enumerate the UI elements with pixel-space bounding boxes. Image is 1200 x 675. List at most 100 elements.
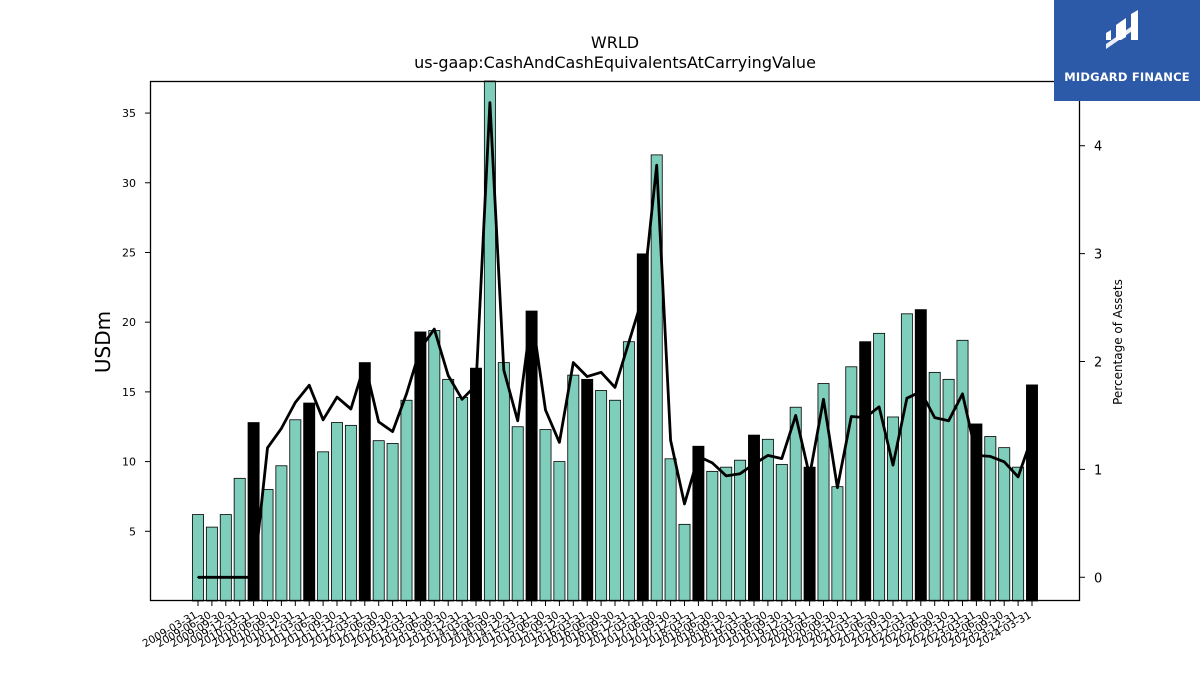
bar: [233, 477, 246, 602]
y2-tick-label: 4: [1094, 140, 1102, 155]
line-point: [836, 486, 839, 489]
bar: [539, 429, 552, 602]
bar: [219, 514, 232, 602]
y-axis-label: USDm: [91, 311, 115, 373]
bar: [1012, 466, 1025, 602]
line-point: [516, 419, 519, 422]
line-point: [211, 576, 213, 579]
bar: [553, 461, 566, 602]
line-point: [294, 401, 297, 404]
bar: [428, 330, 441, 602]
bar: [609, 399, 621, 602]
line-point: [433, 328, 436, 331]
bar: [470, 367, 482, 602]
bar: [456, 397, 469, 602]
bar: [442, 378, 455, 602]
line-point: [989, 455, 992, 458]
line-point: [377, 421, 380, 423]
line-point: [794, 414, 797, 417]
line-point: [822, 398, 825, 401]
y2-tick-label: 2: [1094, 355, 1102, 370]
y-ticks: 5 10 15 20 25 30 35: [122, 107, 150, 538]
line-point: [683, 503, 686, 505]
bar: [511, 426, 524, 602]
line-point: [711, 462, 714, 464]
line-point: [655, 164, 658, 167]
y2-tick-label: 3: [1094, 248, 1102, 263]
bar: [803, 466, 816, 602]
line-point: [544, 409, 547, 411]
y-tick-label: 10: [122, 456, 136, 469]
line-point: [419, 347, 422, 350]
line-point: [238, 576, 241, 579]
line-point: [322, 418, 324, 421]
line-point: [739, 472, 741, 475]
y2-tick-label: 1: [1094, 463, 1102, 478]
line-point: [600, 371, 602, 374]
line-point: [947, 419, 950, 422]
line-point: [780, 457, 783, 460]
line-group: [197, 101, 1034, 579]
bar: [567, 374, 580, 602]
y2-ticks: 0 1 2 3 4: [1080, 140, 1102, 586]
line-point: [586, 375, 589, 378]
chart-title: WRLD: [591, 33, 639, 52]
line-point: [530, 313, 533, 315]
bar: [372, 440, 385, 602]
line-point: [933, 416, 936, 419]
line-point: [447, 374, 450, 377]
line-point: [906, 397, 908, 400]
y-tick-label: 20: [122, 316, 136, 329]
chart-subtitle: us-gaap:CashAndCashEquivalentsAtCarrying…: [414, 53, 816, 72]
line-point: [961, 392, 964, 395]
bar: [497, 362, 510, 602]
line-point: [808, 474, 811, 477]
line-point: [350, 408, 352, 410]
bar: [386, 443, 399, 602]
brand-name: MIDGARD FINANCE: [1064, 70, 1190, 84]
plot-frame: [149, 80, 1081, 602]
bar: [317, 451, 330, 602]
bar: [331, 422, 343, 602]
bar: [775, 463, 788, 602]
bar: [831, 486, 844, 602]
bar: [192, 514, 204, 602]
line-point: [461, 398, 463, 401]
line-point: [697, 455, 700, 458]
y2-tick-label: 0: [1094, 571, 1102, 586]
line-point: [850, 415, 853, 418]
line-point: [864, 416, 867, 419]
bar: [873, 332, 886, 602]
line-point: [308, 384, 311, 387]
line-point: [266, 446, 269, 449]
bar: [1026, 384, 1038, 602]
bar: [761, 438, 774, 602]
line-point: [1017, 476, 1019, 478]
line-point: [1031, 436, 1033, 438]
bar: [303, 402, 316, 602]
line-point: [767, 454, 769, 457]
bar: [261, 489, 274, 602]
bar: [956, 339, 969, 602]
line-point: [197, 576, 199, 579]
line-point: [641, 295, 644, 298]
line-point: [878, 405, 880, 408]
bar: [859, 341, 872, 602]
line-point: [252, 576, 255, 579]
line-point: [975, 454, 978, 457]
bar: [581, 378, 594, 602]
y-tick-label: 25: [122, 246, 136, 259]
line-point: [919, 390, 922, 393]
line-point: [753, 463, 755, 465]
bar: [914, 309, 927, 602]
line-point: [489, 101, 491, 104]
line-point: [1003, 460, 1006, 463]
bar: [706, 470, 719, 602]
bar: [720, 466, 733, 602]
bar: [845, 366, 858, 602]
bar: [998, 447, 1011, 602]
x-ticks: 2009-03-312009-06-302009-09-302009-12-31…: [141, 601, 1034, 650]
midgard-m-logo-icon: [1106, 10, 1138, 49]
bar: [400, 399, 413, 602]
